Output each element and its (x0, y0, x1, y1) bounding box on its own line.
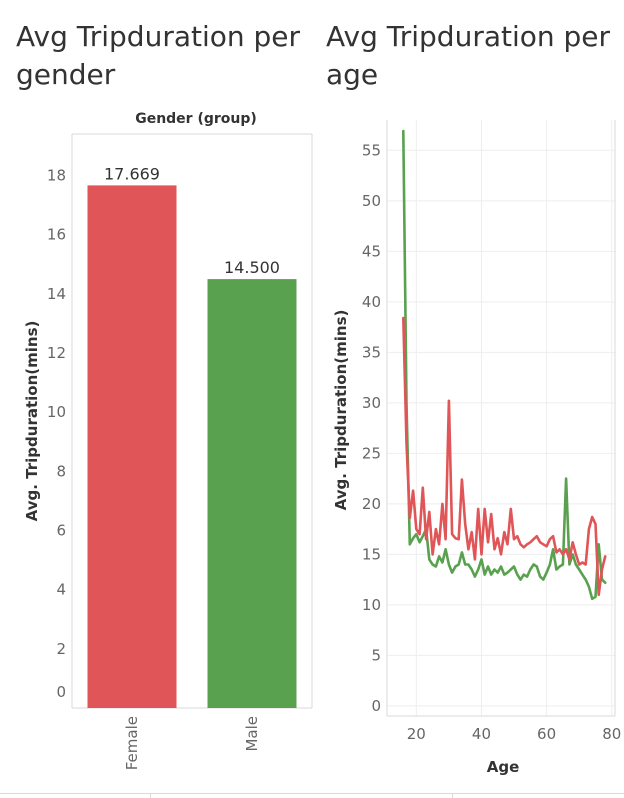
gender-y-tick-label: 8 (56, 462, 66, 480)
gender-x-tick-label: Female (123, 716, 141, 770)
bottom-divider (0, 793, 624, 794)
gender-bars (87, 185, 297, 709)
age-x-axis-label: Age (487, 758, 520, 776)
age-x-ticks: 20 40 60 80 (407, 725, 622, 743)
gender-y-tick-label: 12 (47, 344, 66, 362)
age-y-tick-label: 40 (362, 293, 381, 311)
age-y-axis-label: Avg. Tripduration(mins) (332, 310, 350, 511)
bottom-divider-tick (452, 793, 453, 798)
age-y-tick-label: 15 (362, 545, 381, 563)
age-y-tick-label: 0 (371, 697, 381, 715)
age-y-tick-label: 20 (362, 495, 381, 513)
male-series-line[interactable] (401, 129, 607, 601)
age-y-grid (387, 149, 615, 707)
gender-bar-chart: Gender (group) Avg. Tripduration(mins) 0… (23, 111, 313, 770)
bar-male[interactable] (207, 279, 297, 708)
age-series-lines (401, 129, 607, 601)
age-x-tick-label: 40 (472, 725, 491, 743)
gender-y-tick-label: 16 (47, 226, 66, 244)
age-x-tick-label: 80 (602, 725, 621, 743)
age-x-grid (415, 120, 613, 716)
age-y-ticks: 0 5 10 15 20 25 30 35 40 45 50 55 (362, 141, 381, 715)
gender-y-tick-label: 2 (56, 640, 66, 658)
age-y-tick-label: 55 (362, 141, 381, 159)
age-y-tick-label: 35 (362, 343, 381, 361)
gender-group-header: Gender (group) (135, 111, 257, 127)
bar-value-label: 17.669 (104, 164, 160, 183)
age-x-tick-label: 20 (407, 725, 426, 743)
gender-value-labels: 17.669 14.500 (104, 164, 280, 277)
age-y-tick-label: 5 (371, 646, 381, 664)
age-y-tick-label: 30 (362, 394, 381, 412)
gender-y-tick-label: 4 (56, 581, 66, 599)
bottom-divider-tick (150, 793, 151, 798)
gender-y-tick-label: 0 (56, 683, 66, 701)
gender-y-tick-label: 18 (47, 167, 66, 185)
age-y-tick-label: 45 (362, 242, 381, 260)
age-chart-title: Avg Tripduration per age (326, 20, 611, 91)
gender-x-tick-label: Male (243, 716, 261, 752)
gender-y-tick-label: 6 (56, 522, 66, 540)
age-y-tick-label: 10 (362, 596, 381, 614)
gender-y-tick-label: 14 (47, 285, 66, 303)
age-x-tick-label: 60 (537, 725, 556, 743)
gender-y-axis-label: Avg. Tripduration(mins) (23, 321, 41, 522)
gender-chart-title: Avg Tripduration per gender (16, 20, 301, 91)
gender-y-ticks: 0 2 4 6 8 10 12 14 16 18 (47, 167, 66, 701)
female-series-line[interactable] (401, 316, 607, 597)
age-y-tick-label: 50 (362, 192, 381, 210)
gender-x-labels: Female Male (123, 716, 261, 770)
gender-y-tick-label: 10 (47, 403, 66, 421)
bar-value-label: 14.500 (224, 258, 280, 277)
age-line-chart: Avg. Tripduration(mins) 0 5 10 15 20 25 30 35 40… (332, 120, 621, 776)
bar-female[interactable] (87, 185, 177, 709)
age-y-tick-label: 25 (362, 444, 381, 462)
